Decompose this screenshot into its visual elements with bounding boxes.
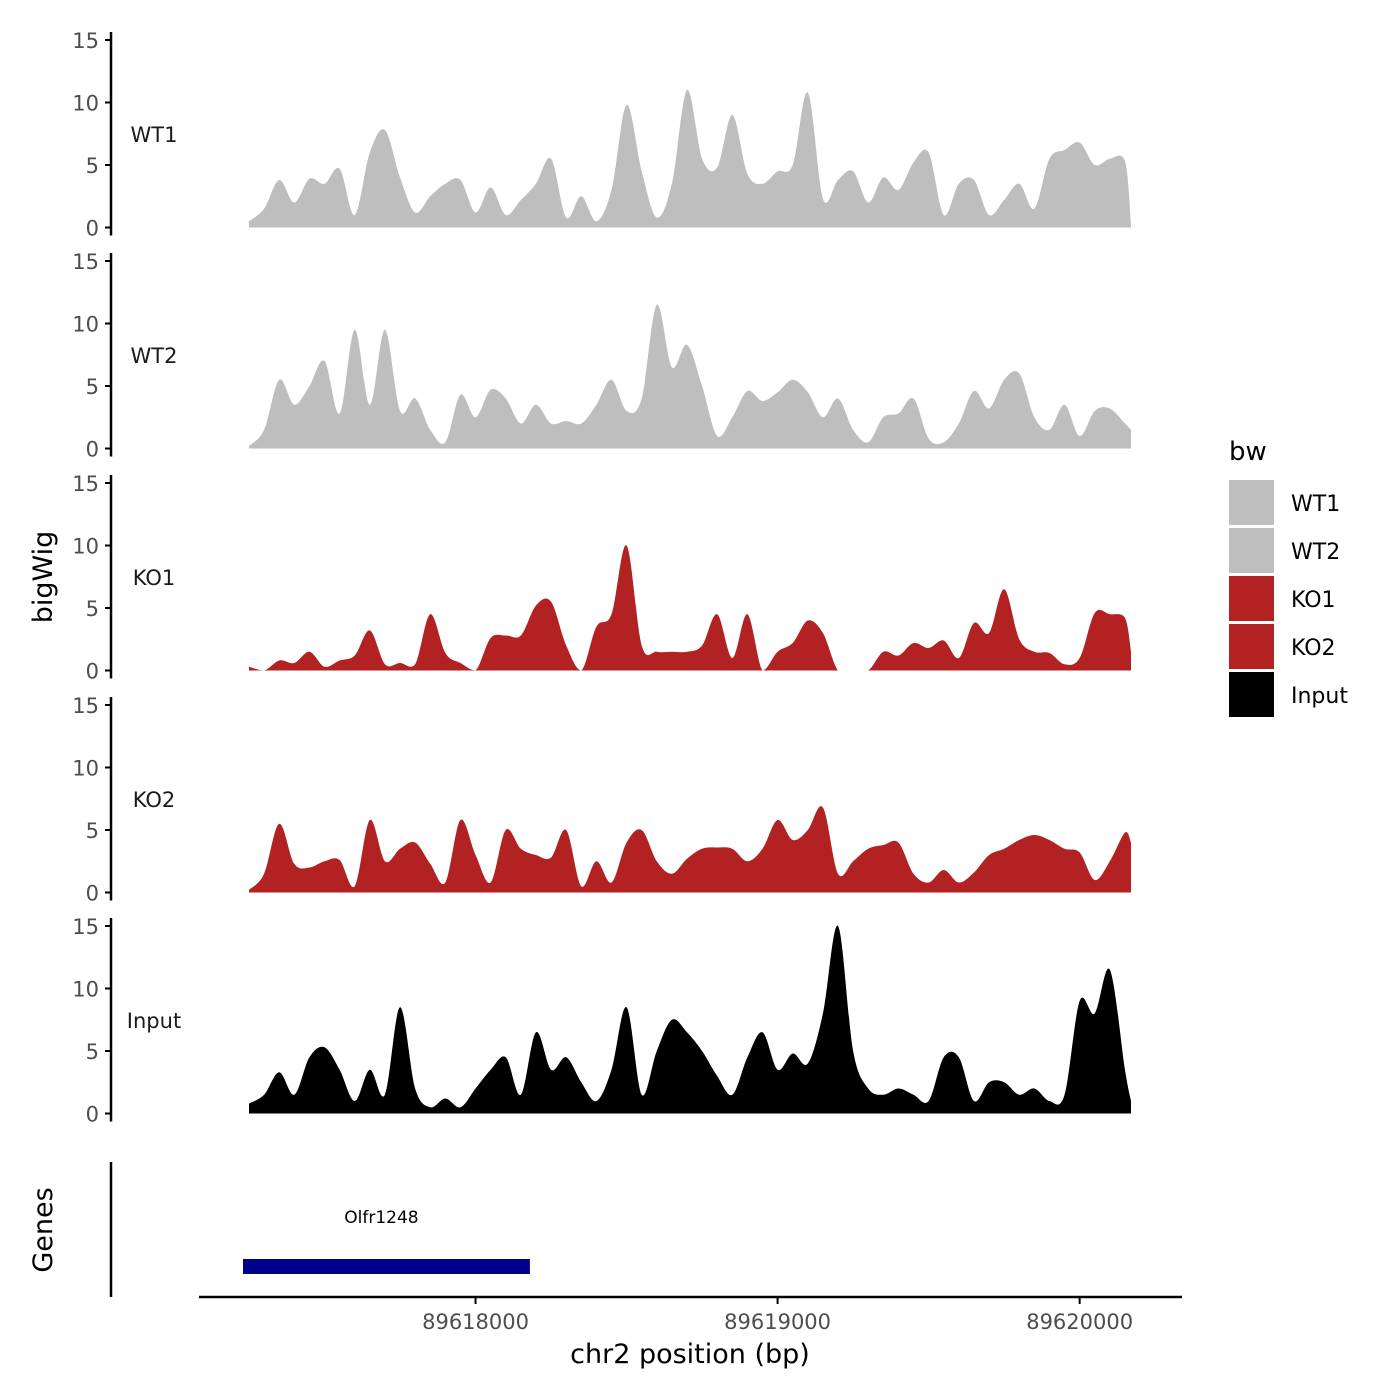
x-axis-title: chr2 position (bp): [570, 1339, 810, 1370]
y-tick-label: 0: [86, 882, 99, 906]
legend-title: bw: [1229, 437, 1267, 467]
coverage-area-ko1: [249, 545, 1131, 671]
legend-label: WT1: [1291, 492, 1340, 517]
track-label: WT2: [131, 344, 178, 368]
legend-key-ko2: [1229, 624, 1274, 669]
y-tick-label: 10: [72, 313, 99, 337]
y-tick-label: 5: [86, 819, 99, 843]
y-tick-label: 5: [86, 375, 99, 399]
track-label: Input: [127, 1009, 181, 1033]
track-input: 0 5 10 15 Input: [72, 915, 1131, 1127]
y-tick-label: 15: [72, 472, 99, 496]
y-tick-label: 0: [86, 438, 99, 462]
coverage-area-wt1: [249, 89, 1131, 228]
track-wt2: 0 5 10 15 WT2: [72, 250, 1131, 462]
track-label: KO1: [133, 566, 176, 590]
y-tick-label: 0: [86, 660, 99, 684]
y-tick-label: 15: [72, 29, 99, 53]
y-tick-label: 15: [72, 694, 99, 718]
y-tick-label: 0: [86, 217, 99, 241]
legend-label: KO1: [1291, 588, 1336, 613]
genes-panel: Genes Olfr1248: [28, 1162, 530, 1297]
y-tick-label: 5: [86, 597, 99, 621]
legend: bw WT1 WT2 KO1 KO2 Input: [1229, 437, 1348, 717]
track-ko2: 0 5 10 15 KO2: [72, 694, 1131, 906]
coverage-area-input: [249, 925, 1131, 1114]
legend-label: WT2: [1291, 540, 1340, 565]
x-tick-label: 89619000: [724, 1310, 831, 1334]
y-tick-label: 15: [72, 250, 99, 274]
x-tick-label: 89618000: [422, 1310, 529, 1334]
coverage-area-wt2: [249, 304, 1131, 449]
legend-key-ko1: [1229, 576, 1274, 621]
y-tick-label: 10: [72, 535, 99, 559]
genes-axis-label: Genes: [28, 1187, 59, 1272]
legend-key-wt1: [1229, 480, 1274, 525]
x-axis: 89618000 89619000 89620000: [199, 1295, 1182, 1334]
y-tick-label: 10: [72, 978, 99, 1002]
legend-key-input: [1229, 672, 1274, 717]
legend-key-wt2: [1229, 528, 1274, 573]
track-label: KO2: [133, 788, 176, 812]
gene-name-label: Olfr1248: [344, 1208, 418, 1228]
y-tick-label: 5: [86, 1040, 99, 1064]
x-tick-label: 89620000: [1026, 1310, 1133, 1334]
y-tick-label: 5: [86, 154, 99, 178]
y-tick-label: 15: [72, 915, 99, 939]
legend-label: KO2: [1291, 636, 1336, 661]
track-ko1: 0 5 10 15 KO1: [72, 472, 1131, 684]
track-label: WT1: [131, 123, 178, 147]
track-wt1: 0 5 10 15 WT1: [72, 29, 1131, 241]
y-tick-label: 10: [72, 92, 99, 116]
legend-label: Input: [1291, 684, 1348, 709]
coverage-area-ko2: [249, 806, 1131, 893]
track-panels: 0 5 10 15 WT1 0 5 10 15 WT2 0 5 10 15 KO1 0 5 10 15 KO2 0 5 10…: [72, 29, 1131, 1127]
y-axis-title: bigWig: [28, 531, 59, 624]
gene-body: [243, 1259, 530, 1274]
y-tick-label: 0: [86, 1103, 99, 1127]
y-tick-label: 10: [72, 757, 99, 781]
